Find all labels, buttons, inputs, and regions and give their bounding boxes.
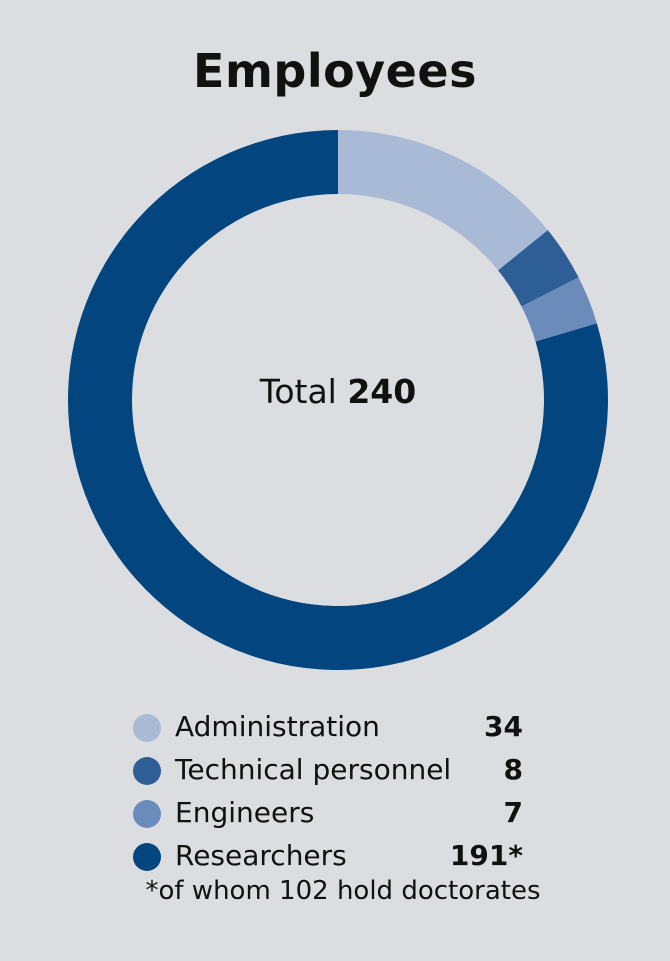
donut-slice-engineers (521, 277, 597, 342)
footnote: *of whom 102 hold doctorates (145, 876, 541, 906)
legend-swatch-researchers (133, 843, 161, 871)
legend-label-researchers: Researchers (175, 839, 347, 872)
legend-value-researchers: 191* (449, 839, 523, 872)
donut-slice-administration (338, 130, 548, 271)
legend-item-technical-personnel: Technical personnel 8 (133, 748, 523, 791)
legend: Administration 34 Technical personnel 8 … (133, 705, 523, 877)
legend-swatch-technical-personnel (133, 757, 161, 785)
legend-swatch-administration (133, 714, 161, 742)
legend-value-engineers: 7 (503, 796, 523, 829)
legend-label-administration: Administration (175, 710, 380, 743)
legend-value-technical-personnel: 8 (503, 753, 523, 786)
legend-value-administration: 34 (484, 710, 523, 743)
legend-label-engineers: Engineers (175, 796, 315, 829)
legend-item-researchers: Researchers 191* (133, 834, 523, 877)
total-value: 240 (347, 372, 417, 411)
legend-swatch-engineers (133, 800, 161, 828)
total-label: Total 240 (0, 372, 670, 411)
total-prefix: Total (259, 372, 337, 411)
legend-item-engineers: Engineers 7 (133, 791, 523, 834)
chart-title: Employees (193, 44, 477, 98)
legend-label-technical-personnel: Technical personnel (175, 753, 452, 786)
legend-item-administration: Administration 34 (133, 705, 523, 748)
donut-slice-technical-personnel (498, 230, 579, 307)
donut-chart (68, 130, 609, 670)
